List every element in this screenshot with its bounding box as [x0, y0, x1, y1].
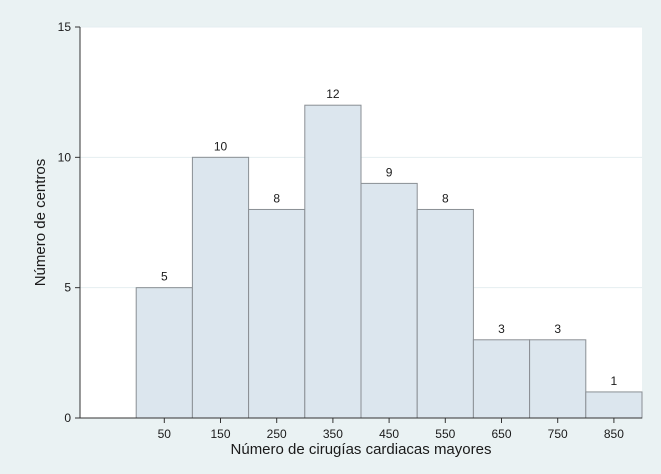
y-tick-label: 5	[64, 281, 71, 295]
data-label: 5	[161, 270, 168, 284]
axes	[79, 27, 642, 419]
data-label: 8	[442, 191, 449, 205]
y-tick-label: 10	[58, 150, 72, 164]
bar	[360, 182, 418, 419]
bar	[135, 287, 193, 419]
bar	[585, 391, 643, 419]
x-axis-ticks: 50 150 250 350 450 550 650 750 850	[158, 418, 624, 441]
y-tick-label: 0	[64, 411, 71, 425]
data-label: 10	[214, 139, 228, 153]
bar	[191, 156, 250, 419]
x-tick-label: 250	[267, 427, 287, 441]
x-tick-label: 350	[323, 427, 343, 441]
x-tick-label: 550	[435, 427, 455, 441]
y-axis-ticks: 0 5 10 15	[58, 20, 80, 425]
data-label: 12	[326, 87, 340, 101]
x-tick-label: 750	[548, 427, 568, 441]
data-label: 9	[386, 165, 393, 179]
data-label: 1	[611, 374, 618, 388]
x-tick-label: 50	[158, 427, 172, 441]
x-tick-label: 650	[491, 427, 511, 441]
x-tick-label: 450	[379, 427, 399, 441]
data-labels: 5 10 8 12 9 8 3 3 1	[161, 87, 618, 388]
bar	[248, 208, 306, 419]
x-axis-title: Número de cirugías cardiacas mayores	[231, 441, 492, 458]
y-tick-label: 15	[58, 20, 72, 34]
x-tick-label: 850	[604, 427, 624, 441]
bar	[529, 339, 587, 419]
bar	[472, 339, 531, 419]
bar	[304, 104, 362, 419]
x-tick-label: 150	[210, 427, 230, 441]
y-axis-title: Número de centros	[32, 159, 49, 287]
data-label: 8	[273, 191, 280, 205]
bars	[135, 104, 643, 419]
data-label: 3	[498, 322, 505, 336]
bar	[416, 208, 474, 419]
data-label: 3	[554, 322, 561, 336]
